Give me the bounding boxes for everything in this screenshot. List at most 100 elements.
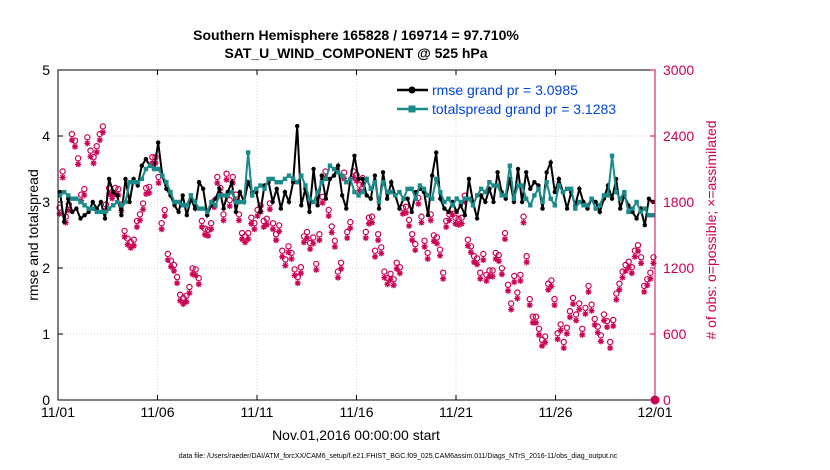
obs-possible-point <box>480 250 487 258</box>
obs-assimilated-point <box>180 301 187 307</box>
totalspread-point <box>425 193 431 198</box>
rmse-point <box>70 209 75 215</box>
obs-assimilated-point <box>471 259 478 266</box>
obs-assimilated-point <box>313 266 320 273</box>
rmse-point <box>164 186 169 191</box>
totalspread-point <box>123 199 128 205</box>
obs-possible-point <box>560 338 567 346</box>
obs-assimilated-point <box>65 207 72 214</box>
obs-possible-point <box>269 219 277 227</box>
totalspread-point <box>491 183 496 188</box>
obs-assimilated-point <box>266 206 273 213</box>
obs-possible-point <box>433 234 441 241</box>
obs-assimilated-point <box>282 262 289 269</box>
rmse-point <box>61 219 67 224</box>
obs-assimilated-point <box>183 298 190 305</box>
obs-possible-point <box>650 254 657 261</box>
rmse-point <box>540 206 545 211</box>
obs-possible-point <box>365 214 373 221</box>
totalspread-point <box>487 180 492 185</box>
rmse-point <box>229 180 234 185</box>
totalspread-point <box>90 206 95 211</box>
obs-possible-point <box>115 185 122 193</box>
rmse-point <box>278 206 284 211</box>
rmse-point <box>344 206 349 211</box>
rmse-point <box>295 123 300 129</box>
x-tick-label: 11/01 <box>41 404 75 420</box>
obs-possible-point <box>572 311 580 318</box>
obs-possible-point <box>176 291 184 298</box>
obs-assimilated-point <box>508 306 515 313</box>
rmse-point <box>196 180 202 185</box>
obs-possible-point <box>248 214 255 221</box>
totalspread-point <box>176 199 181 205</box>
obs-possible-point <box>288 249 295 257</box>
obs-assimilated-point <box>440 275 447 282</box>
rmse-point <box>315 203 320 208</box>
obs-assimilated-point <box>498 271 505 278</box>
rmse-point <box>299 203 304 208</box>
obs-possible-point <box>402 203 410 210</box>
obs-possible-point <box>634 241 642 249</box>
obs-assimilated-point <box>90 160 97 167</box>
totalspread-point <box>155 166 161 172</box>
obs-assimilated-point <box>245 236 252 243</box>
obs-assimilated-point <box>375 237 382 244</box>
obs-assimilated-point <box>619 274 626 281</box>
obs-assimilated-point <box>594 329 601 336</box>
obs-possible-point <box>511 272 518 280</box>
obs-possible-point <box>498 265 506 272</box>
obs-possible-point <box>526 295 533 303</box>
x-tick-label: 11/11 <box>241 404 274 420</box>
obs-possible-point <box>245 229 252 237</box>
totalspread-point <box>135 180 140 185</box>
obs-assimilated-point <box>446 217 453 224</box>
y-tick-label: 4 <box>42 128 50 144</box>
totalspread-point <box>544 180 549 185</box>
rmse-point <box>360 176 365 182</box>
totalspread-point <box>421 186 427 191</box>
totalspread-point <box>642 206 647 211</box>
obs-possible-point <box>486 267 493 274</box>
obs-assimilated-point <box>520 219 527 226</box>
totalspread-point <box>458 199 463 205</box>
totalspread-point <box>295 180 300 185</box>
rmse-point <box>172 203 177 208</box>
obs-assimilated-point <box>505 287 512 294</box>
obs-assimilated-point <box>328 229 335 236</box>
rmse-point <box>593 199 598 205</box>
obs-possible-point <box>337 259 345 266</box>
totalspread-point <box>221 193 226 198</box>
totalspread-point <box>94 209 100 215</box>
obs-possible-point <box>606 338 614 346</box>
rmse-point <box>434 150 439 155</box>
rmse-line <box>59 126 654 226</box>
obs-assimilated-point <box>573 317 580 324</box>
rmse-point <box>454 209 459 215</box>
obs-possible-point <box>455 215 462 222</box>
obs-possible-point <box>523 253 530 260</box>
rmse-point <box>634 216 639 221</box>
obs-assimilated-point <box>390 282 397 289</box>
obs-assimilated-point <box>467 249 474 256</box>
obs-assimilated-point <box>127 244 134 251</box>
obs-possible-point <box>158 219 165 227</box>
rmse-point <box>82 213 87 218</box>
obs-possible-point <box>551 295 558 303</box>
rmse-point <box>221 206 226 211</box>
obs-possible-point <box>600 311 608 318</box>
totalspread-point <box>200 206 206 211</box>
rmse-point <box>66 196 71 201</box>
totalspread-point <box>127 180 132 185</box>
obs-possible-point <box>582 304 589 312</box>
totalspread-point <box>315 189 320 195</box>
obs-assimilated-point <box>582 310 589 317</box>
obs-assimilated-point <box>291 272 298 279</box>
rmse-point <box>609 196 615 201</box>
totalspread-point <box>462 196 468 201</box>
rmse-point <box>180 193 185 198</box>
obs-assimilated-point <box>409 237 416 244</box>
obs-possible-point <box>331 237 339 244</box>
totalspread-point <box>102 209 108 215</box>
